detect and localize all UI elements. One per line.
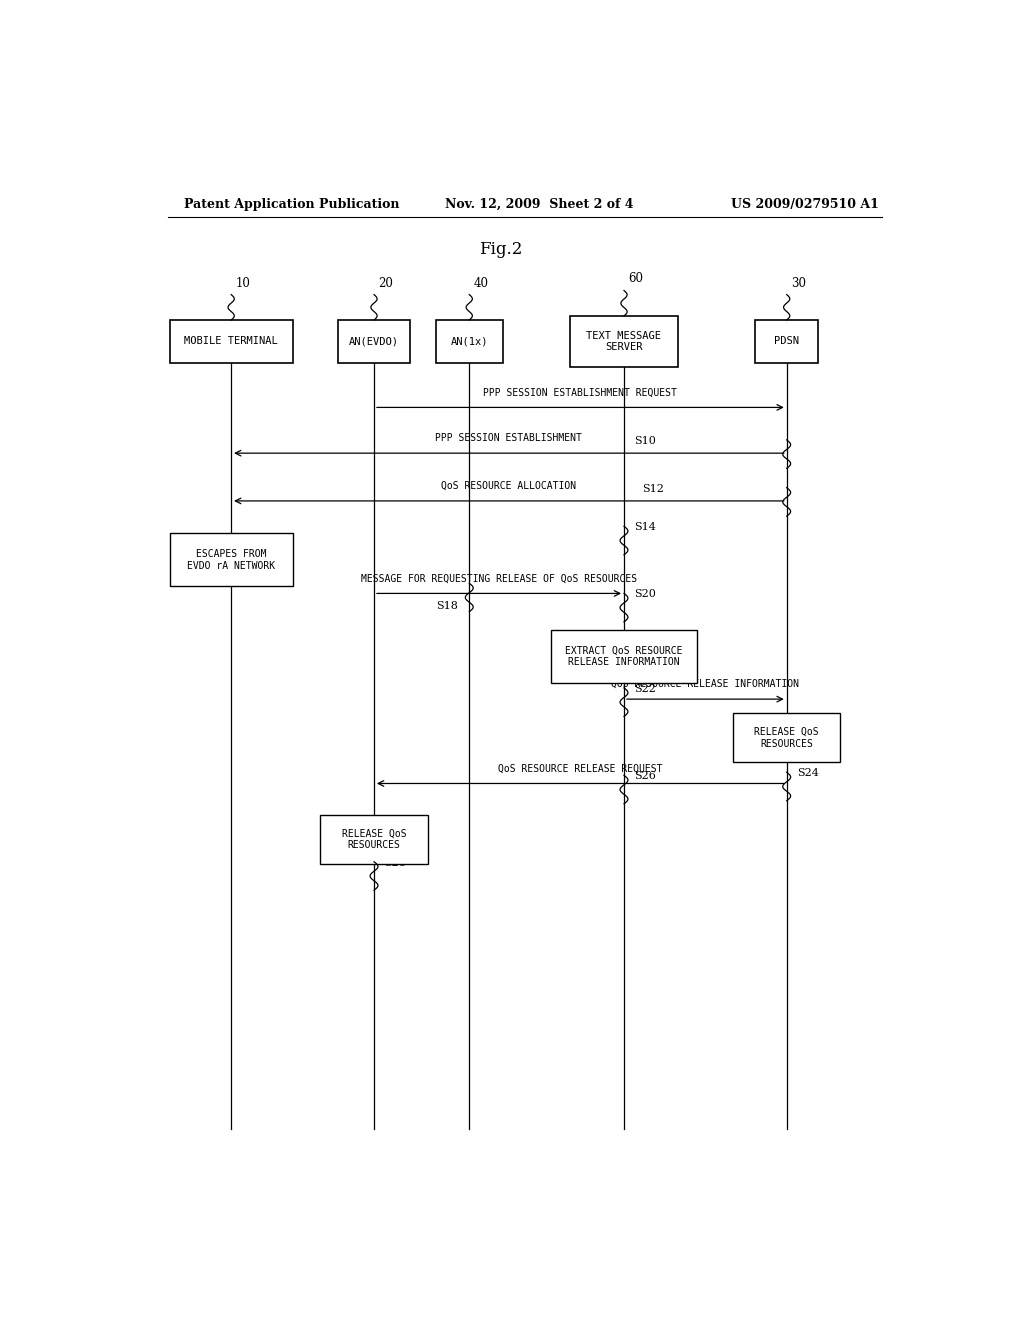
Text: S10: S10 — [634, 436, 656, 446]
Text: PPP SESSION ESTABLISHMENT REQUEST: PPP SESSION ESTABLISHMENT REQUEST — [483, 387, 677, 397]
Text: EXTRACT QoS RESOURCE
RELEASE INFORMATION: EXTRACT QoS RESOURCE RELEASE INFORMATION — [565, 645, 683, 667]
Text: Patent Application Publication: Patent Application Publication — [183, 198, 399, 211]
Text: S12: S12 — [642, 483, 665, 494]
Text: RELEASE QoS
RESOURCES: RELEASE QoS RESOURCES — [342, 829, 407, 850]
FancyBboxPatch shape — [435, 319, 503, 363]
Text: AN(1x): AN(1x) — [451, 337, 488, 346]
Text: 60: 60 — [628, 272, 643, 285]
Text: RELEASE QoS
RESOURCES: RELEASE QoS RESOURCES — [755, 727, 819, 748]
Text: S26: S26 — [634, 771, 656, 781]
Text: Fig.2: Fig.2 — [479, 242, 522, 259]
Text: US 2009/0279510 A1: US 2009/0279510 A1 — [731, 198, 879, 211]
FancyBboxPatch shape — [551, 630, 697, 682]
Text: 30: 30 — [791, 276, 806, 289]
Text: 10: 10 — [236, 276, 250, 289]
Text: S28: S28 — [384, 858, 407, 867]
Text: MOBILE TERMINAL: MOBILE TERMINAL — [184, 337, 279, 346]
Text: S20: S20 — [634, 590, 656, 599]
Text: S24: S24 — [797, 768, 819, 779]
Text: ESCAPES FROM
EVDO rA NETWORK: ESCAPES FROM EVDO rA NETWORK — [187, 549, 275, 570]
Text: S18: S18 — [436, 601, 458, 611]
FancyBboxPatch shape — [733, 713, 841, 762]
Text: QoS RESOURCE RELEASE REQUEST: QoS RESOURCE RELEASE REQUEST — [498, 763, 663, 774]
Text: S16: S16 — [204, 578, 225, 589]
Text: S14: S14 — [634, 523, 656, 532]
Text: PDSN: PDSN — [774, 337, 799, 346]
Text: AN(EVDO): AN(EVDO) — [349, 337, 399, 346]
Text: 40: 40 — [473, 276, 488, 289]
FancyBboxPatch shape — [338, 319, 410, 363]
FancyBboxPatch shape — [170, 533, 293, 586]
Text: 20: 20 — [378, 276, 393, 289]
Text: PPP SESSION ESTABLISHMENT: PPP SESSION ESTABLISHMENT — [435, 433, 583, 444]
FancyBboxPatch shape — [170, 319, 293, 363]
Text: TEXT MESSAGE
SERVER: TEXT MESSAGE SERVER — [587, 330, 662, 352]
Text: Nov. 12, 2009  Sheet 2 of 4: Nov. 12, 2009 Sheet 2 of 4 — [445, 198, 634, 211]
Text: S22: S22 — [634, 684, 656, 694]
FancyBboxPatch shape — [321, 814, 428, 863]
Text: QoS RESOURCE RELEASE INFORMATION: QoS RESOURCE RELEASE INFORMATION — [611, 678, 800, 689]
Text: QoS RESOURCE ALLOCATION: QoS RESOURCE ALLOCATION — [441, 480, 577, 491]
FancyBboxPatch shape — [755, 319, 818, 363]
FancyBboxPatch shape — [570, 315, 678, 367]
Text: MESSAGE FOR REQUESTING RELEASE OF QoS RESOURCES: MESSAGE FOR REQUESTING RELEASE OF QoS RE… — [360, 573, 637, 583]
